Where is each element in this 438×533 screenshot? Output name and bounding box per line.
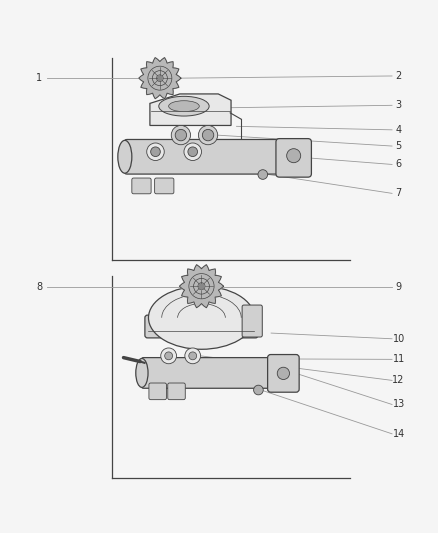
Circle shape [151,147,160,157]
Ellipse shape [159,96,209,116]
Text: 9: 9 [396,282,402,292]
Polygon shape [139,58,181,99]
Circle shape [254,385,263,395]
Circle shape [161,348,177,364]
Text: 12: 12 [392,375,405,385]
Circle shape [286,149,300,163]
FancyBboxPatch shape [276,139,311,177]
Text: 5: 5 [396,141,402,151]
Circle shape [165,352,173,360]
FancyBboxPatch shape [268,354,299,392]
Ellipse shape [148,286,254,349]
Text: 8: 8 [36,282,42,292]
Circle shape [188,147,198,157]
Circle shape [277,367,290,379]
FancyBboxPatch shape [155,178,174,194]
Circle shape [194,295,209,310]
Polygon shape [180,265,223,308]
Text: 3: 3 [396,100,402,110]
Polygon shape [150,94,231,125]
Ellipse shape [169,101,199,112]
Circle shape [183,268,220,304]
FancyBboxPatch shape [168,383,185,400]
FancyBboxPatch shape [242,305,262,337]
Circle shape [142,61,177,95]
Ellipse shape [136,359,148,387]
Circle shape [187,288,215,317]
Circle shape [185,348,201,364]
FancyBboxPatch shape [124,140,299,174]
Circle shape [175,130,187,141]
Text: 13: 13 [392,399,405,409]
FancyBboxPatch shape [145,315,258,338]
Circle shape [171,125,191,145]
Text: 2: 2 [396,71,402,81]
Text: 11: 11 [392,354,405,365]
Circle shape [258,169,268,179]
Text: 4: 4 [396,125,402,135]
Text: 6: 6 [396,159,402,169]
Text: 14: 14 [392,429,405,439]
Circle shape [202,130,214,141]
Circle shape [198,125,218,145]
Circle shape [157,76,162,80]
Ellipse shape [118,140,132,173]
FancyBboxPatch shape [149,383,166,400]
Text: 1: 1 [36,73,42,83]
Text: 7: 7 [396,188,402,198]
Text: 10: 10 [392,334,405,344]
Circle shape [184,143,201,160]
FancyBboxPatch shape [141,358,291,388]
Circle shape [189,352,197,360]
Circle shape [199,284,204,289]
Circle shape [147,143,164,160]
FancyBboxPatch shape [132,178,151,194]
